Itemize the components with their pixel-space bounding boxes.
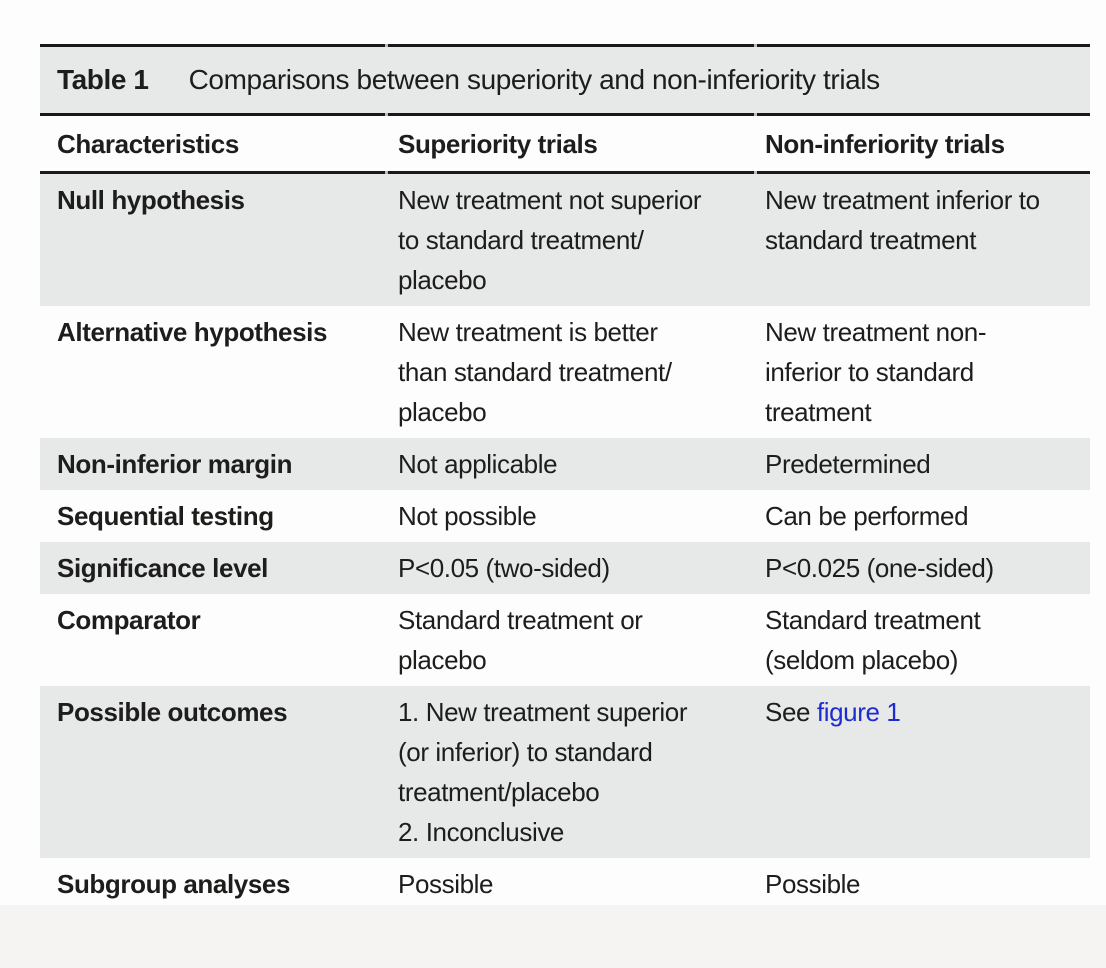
table-row-alternative-hypothesis: Alternative hypothesis New treatment is … <box>40 306 1090 438</box>
table-row-subgroup-analyses: Subgroup analyses Possible Possible <box>40 858 1090 910</box>
row-label: Null hypothesis <box>57 185 245 215</box>
superiority-cell: Standard treatment or placebo <box>398 605 643 675</box>
noninferiority-cell: Predetermined <box>765 449 931 479</box>
noninferiority-cell: Standard treatment (seldom placebo) <box>765 605 981 675</box>
table-row-sequential-testing: Sequential testing Not possible Can be p… <box>40 490 1090 542</box>
noninferiority-cell: New treatment inferior to standard treat… <box>765 185 1040 255</box>
column-header-noninferiority: Non-inferiority trials <box>765 129 1005 159</box>
superiority-cell: 1. New treatment superior (or inferior) … <box>398 697 688 847</box>
noninferiority-cell: Possible <box>765 869 861 899</box>
row-label: Sequential testing <box>57 501 274 531</box>
superiority-cell: P<0.05 (two-sided) <box>398 553 610 583</box>
row-label: Significance level <box>57 553 269 583</box>
column-header-superiority: Superiority trials <box>398 129 598 159</box>
see-text: See <box>765 697 817 727</box>
column-header-characteristics: Characteristics <box>57 129 239 159</box>
row-label: Subgroup analyses <box>57 869 291 899</box>
table-row-significance-level: Significance level P<0.05 (two-sided) P<… <box>40 542 1090 594</box>
row-label: Non-inferior margin <box>57 449 293 479</box>
table-number: Table 1 <box>57 64 149 95</box>
superiority-cell: Not possible <box>398 501 537 531</box>
superiority-cell: Not applicable <box>398 449 558 479</box>
noninferiority-cell: Can be performed <box>765 501 969 531</box>
superiority-cell: New treatment is better than standard tr… <box>398 317 672 427</box>
table-row-possible-outcomes: Possible outcomes 1. New treatment super… <box>40 686 1090 858</box>
header-divider-rule <box>40 171 1090 174</box>
row-label: Possible outcomes <box>57 697 288 727</box>
row-label: Alternative hypothesis <box>57 317 328 347</box>
page-background-strip <box>0 905 1106 968</box>
table-row-comparator: Comparator Standard treatment or placebo… <box>40 594 1090 686</box>
noninferiority-cell: P<0.025 (one-sided) <box>765 553 994 583</box>
superiority-cell: New treatment not superior to standard t… <box>398 185 702 295</box>
row-label: Comparator <box>57 605 201 635</box>
table-row-non-inferior-margin: Non-inferior margin Not applicable Prede… <box>40 438 1090 490</box>
top-rule <box>40 44 1090 47</box>
figure-1-link[interactable]: figure 1 <box>816 697 901 727</box>
superiority-cell: Possible <box>398 869 494 899</box>
noninferiority-cell: See figure 1 <box>756 686 1090 858</box>
table-title: Comparisons between superiority and non-… <box>188 64 881 95</box>
table-title-band: Table 1 Comparisons between superiority … <box>40 47 1090 113</box>
noninferiority-cell: New treatment non- inferior to standard … <box>765 317 987 427</box>
comparison-table: Table 1 Comparisons between superiority … <box>40 44 1090 914</box>
title-divider-rule <box>40 113 1090 116</box>
header-row: Characteristics Superiority trials Non-i… <box>40 116 1090 171</box>
table-row-null-hypothesis: Null hypothesis New treatment not superi… <box>40 174 1090 306</box>
